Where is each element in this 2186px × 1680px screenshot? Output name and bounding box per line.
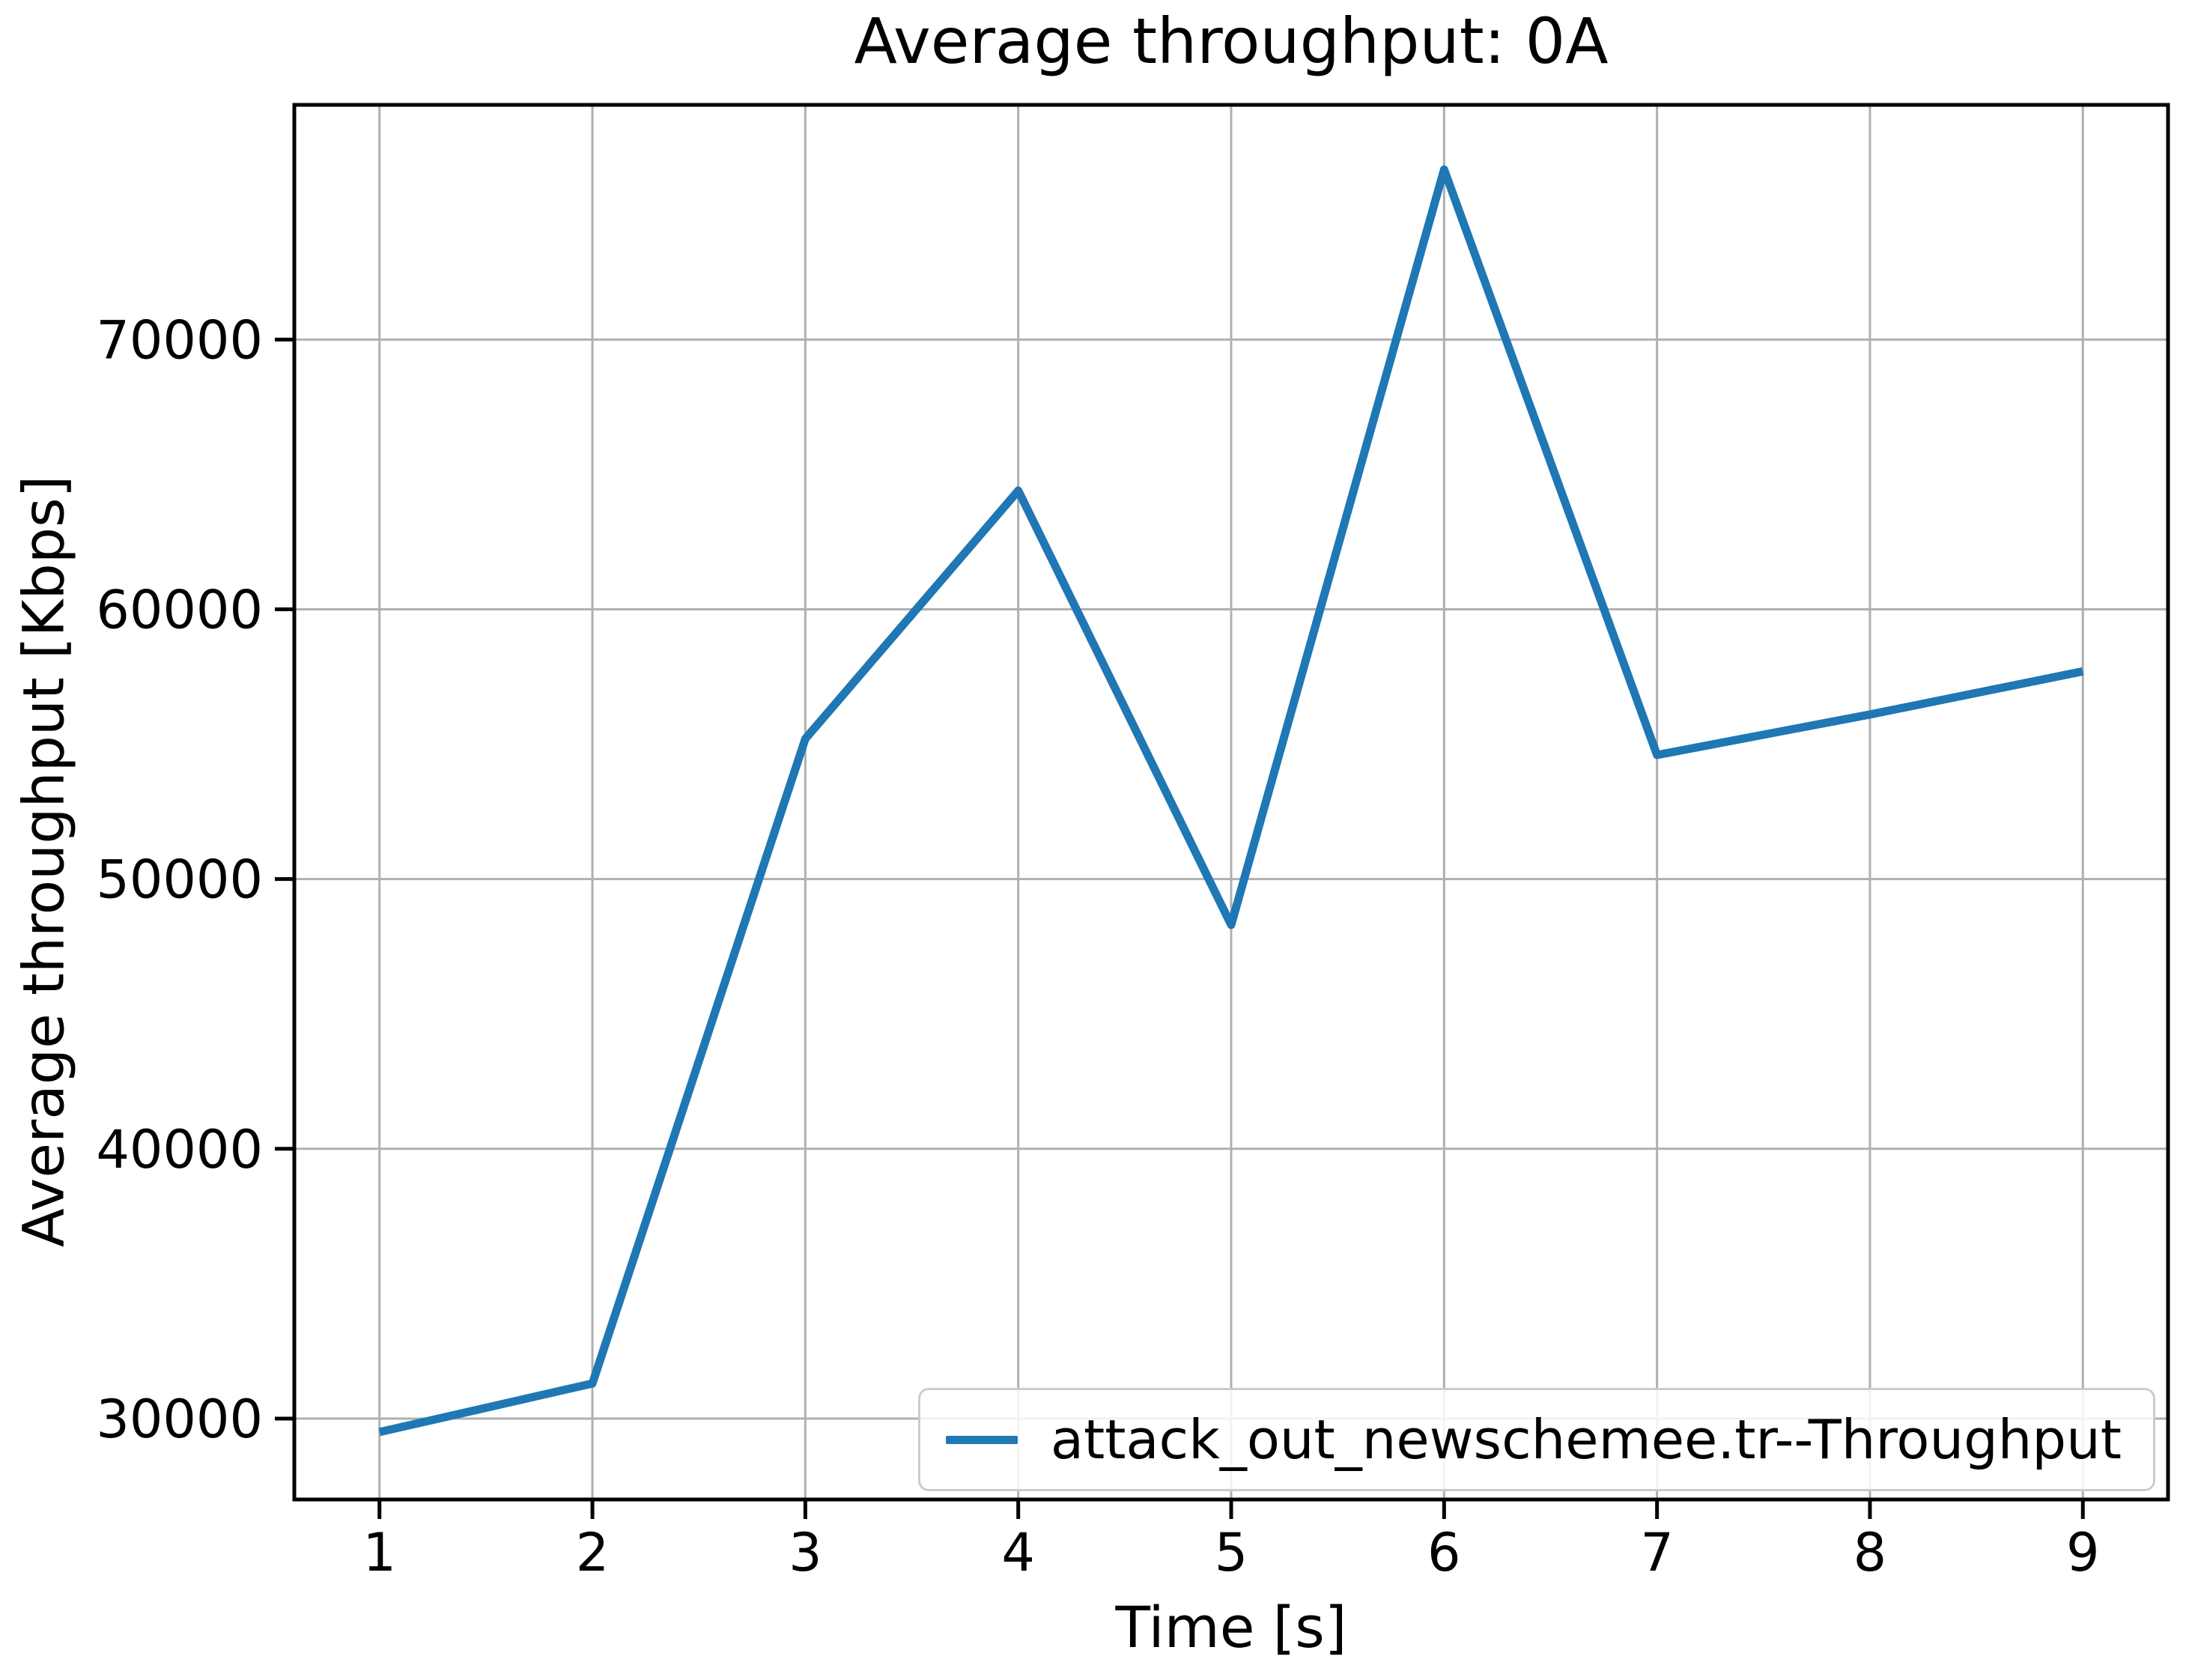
y-tick-label-70000: 70000 <box>96 309 263 371</box>
x-tick-label-2: 2 <box>576 1522 610 1583</box>
x-tick-label-7: 7 <box>1640 1522 1674 1583</box>
x-axis-label: Time [s] <box>1115 1594 1347 1661</box>
y-tick-label-30000: 30000 <box>96 1389 263 1450</box>
legend-label: attack_out_newschemee.tr--Throughput <box>1050 1408 2122 1471</box>
chart-title: Average throughput: 0A <box>854 4 1609 78</box>
series-line-0 <box>378 165 2084 1437</box>
legend: attack_out_newschemee.tr--Throughput <box>917 1388 2155 1491</box>
y-tick-label-60000: 60000 <box>96 579 263 640</box>
x-tick-label-5: 5 <box>1215 1522 1248 1583</box>
x-tick-label-1: 1 <box>362 1522 396 1583</box>
x-tick-label-8: 8 <box>1853 1522 1887 1583</box>
x-tick-label-4: 4 <box>1001 1522 1035 1583</box>
x-tick-label-9: 9 <box>2066 1522 2100 1583</box>
y-axis-label: Average throughput [Kbps] <box>10 475 77 1248</box>
y-tick-label-40000: 40000 <box>96 1119 263 1180</box>
x-tick-label-3: 3 <box>789 1522 822 1583</box>
x-tick-label-6: 6 <box>1427 1522 1461 1583</box>
legend-line-sample-icon <box>945 1435 1018 1444</box>
y-tick-label-50000: 50000 <box>96 849 263 911</box>
